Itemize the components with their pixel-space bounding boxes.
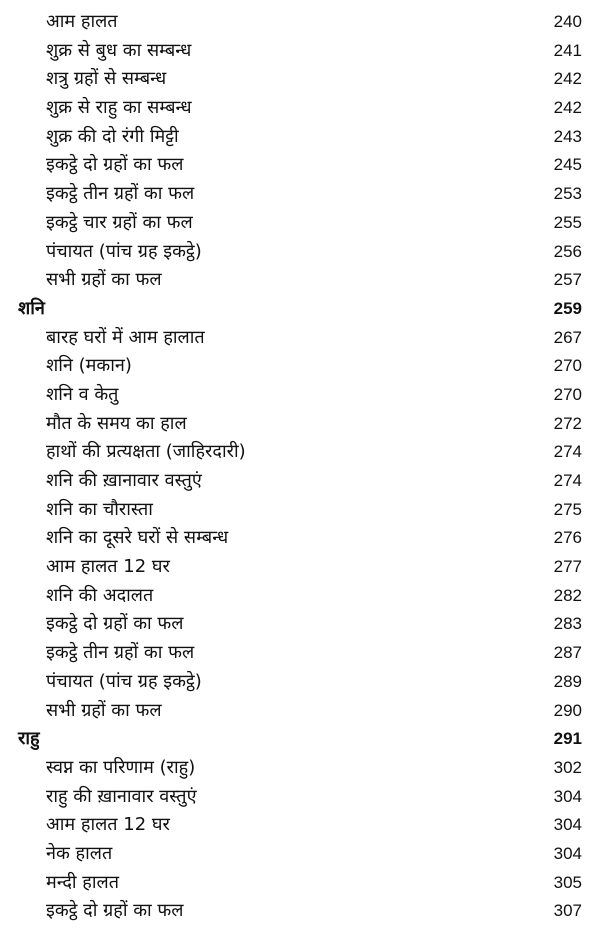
toc-page-number: 240 <box>553 12 582 31</box>
toc-page-number: 274 <box>553 442 582 462</box>
toc-entry: शुक्र से राहु का सम्बन्ध 242 <box>0 94 600 123</box>
toc-entry-title: शनि का दूसरे घरों से सम्बन्ध <box>46 527 229 549</box>
toc-entry-title: शनि का चौरास्ता <box>46 498 153 520</box>
toc-entry-title: पंचायत (पांच ग्रह इकट्ठे) <box>46 670 202 692</box>
toc-page-number: 272 <box>553 413 582 433</box>
toc-entry-title: इकट्ठे दो ग्रहों का फल <box>46 613 184 635</box>
toc-page-number: 304 <box>553 843 582 863</box>
toc-entry-title: शनि व केतु <box>46 383 119 405</box>
toc-entry: आम हालत 12 घर 277 <box>0 553 600 582</box>
toc-entry-title: आम हालत 12 घर <box>46 556 170 578</box>
toc-entry: शनि की अदालत 282 <box>0 582 600 611</box>
toc-entry: इकट्ठे दो ग्रहों का फल 283 <box>0 610 600 639</box>
toc-entry-title: इकट्ठे चार ग्रहों का फल <box>46 211 193 233</box>
toc-entry-title: राहु <box>18 728 40 750</box>
toc-page-number: 290 <box>553 700 582 720</box>
toc-page-number: 259 <box>553 298 582 318</box>
toc-entry: इकट्ठे दो ग्रहों का फल 307 <box>0 897 600 926</box>
toc-entry: सभी ग्रहों का फल 257 <box>0 266 600 295</box>
toc-entry: पंचायत (पांच ग्रह इकट्ठे) 289 <box>0 668 600 697</box>
toc-page-number: 287 <box>553 643 582 663</box>
toc-entry-title: मौत के समय का हाल <box>46 412 187 434</box>
toc-entry: पंचायत (पांच ग्रह इकट्ठे) 256 <box>0 238 600 267</box>
toc-chapter-heading: राहु 291 <box>0 725 600 754</box>
toc-entry-title: शत्रु ग्रहों से सम्बन्ध <box>46 68 167 90</box>
toc-entry-title: शुक्र से राहु का सम्बन्ध <box>46 97 192 119</box>
toc-page-number: 291 <box>553 729 582 749</box>
toc-entry: मौत के समय का हाल 272 <box>0 410 600 439</box>
toc-entry-title: आम हालत <box>46 11 118 32</box>
toc-entry-title: मन्दी हालत <box>46 871 119 893</box>
toc-page-number: 270 <box>553 384 582 404</box>
toc-entry: स्वप्न का परिणाम (राहु) 302 <box>0 754 600 783</box>
toc-entry: आम हालत 240 <box>0 8 600 37</box>
toc-entry-title: शनि <box>18 297 45 319</box>
toc-entry-title: इकट्ठे तीन ग्रहों का फल <box>46 642 195 664</box>
toc-page-number: 275 <box>553 499 582 519</box>
toc-entry: शुक्र की दो रंगी मिट्टी 243 <box>0 123 600 152</box>
toc-entry: नेक हालत 304 <box>0 840 600 869</box>
toc-entry: शनि व केतु 270 <box>0 381 600 410</box>
toc-entry-title: स्वप्न का परिणाम (राहु) <box>46 756 196 778</box>
toc-page-number: 245 <box>553 155 582 175</box>
toc-entry-title: सभी ग्रहों का फल <box>46 699 162 721</box>
toc-page-number: 256 <box>553 241 582 261</box>
toc-entry-title: शनि की ख़ानावार वस्तुएं <box>46 470 202 491</box>
toc-entry-title: आम हालत 12 घर <box>46 814 170 836</box>
toc-page-number: 241 <box>553 40 582 60</box>
toc-entry: हाथों की प्रत्यक्षता (जाहिरदारी) 274 <box>0 438 600 467</box>
toc-page-number: 307 <box>553 901 582 921</box>
toc-entry-title: राहु की ख़ानावार वस्तुएं <box>46 785 197 807</box>
toc-entry-title: शुक्र से बुध का सम्बन्ध <box>46 39 192 61</box>
toc-page-number: 242 <box>553 98 582 118</box>
toc-entry: इकट्ठे चार ग्रहों का फल 255 <box>0 209 600 238</box>
toc-page-number: 242 <box>553 69 582 89</box>
toc-page-number: 304 <box>553 815 582 835</box>
toc-page-number: 289 <box>553 671 582 691</box>
toc-entry: राहु की ख़ानावार वस्तुएं 304 <box>0 783 600 812</box>
toc-entry-title: नेक हालत <box>46 842 113 864</box>
toc-page-number: 276 <box>553 528 582 548</box>
toc-entry-title: इकट्ठे तीन ग्रहों का फल <box>46 183 195 205</box>
toc-page-number: 304 <box>553 786 582 806</box>
toc-page-number: 282 <box>553 585 582 605</box>
toc-entry-title: इकट्ठे दो ग्रहों का फल <box>46 154 184 176</box>
toc-page-number: 283 <box>553 614 582 634</box>
toc-entry: इकट्ठे तीन ग्रहों का फल 287 <box>0 639 600 668</box>
toc-entry: शनि की ख़ानावार वस्तुएं 274 <box>0 467 600 496</box>
toc-entry-title: शुक्र की दो रंगी मिट्टी <box>46 125 179 147</box>
toc-page-number: 274 <box>553 471 582 490</box>
toc-entry: सभी ग्रहों का फल 290 <box>0 697 600 726</box>
toc-page-number: 305 <box>553 872 582 892</box>
toc-entry: इकट्ठे तीन ग्रहों का फल 253 <box>0 180 600 209</box>
toc-entry: शुक्र से बुध का सम्बन्ध 241 <box>0 37 600 66</box>
toc-page-number: 270 <box>553 356 582 376</box>
toc-chapter-heading: शनि 259 <box>0 295 600 324</box>
toc-entry: इकट्ठे दो ग्रहों का फल 245 <box>0 151 600 180</box>
toc-entry-title: शनि (मकान) <box>46 355 132 377</box>
toc-entry: शनि का चौरास्ता 275 <box>0 496 600 525</box>
toc-page-number: 253 <box>553 184 582 204</box>
toc-page-number: 267 <box>553 327 582 347</box>
toc-entry-title: बारह घरों में आम हालात <box>46 326 205 348</box>
toc-page-number: 257 <box>553 270 582 290</box>
toc-entry: शनि (मकान) 270 <box>0 352 600 381</box>
toc-entry: शत्रु ग्रहों से सम्बन्ध 242 <box>0 65 600 94</box>
toc-page-number: 255 <box>553 212 582 232</box>
toc-entry-title: पंचायत (पांच ग्रह इकट्ठे) <box>46 240 202 262</box>
toc-entry-title: इकट्ठे दो ग्रहों का फल <box>46 900 184 922</box>
toc-entry: शनि का दूसरे घरों से सम्बन्ध 276 <box>0 524 600 553</box>
toc-entry: बारह घरों में आम हालात 267 <box>0 324 600 353</box>
toc-page-number: 302 <box>553 757 582 777</box>
toc-entry: मन्दी हालत 305 <box>0 869 600 898</box>
toc-page-number: 277 <box>553 557 582 577</box>
toc-entry-title: हाथों की प्रत्यक्षता (जाहिरदारी) <box>46 441 246 463</box>
toc-page-number: 243 <box>553 126 582 146</box>
toc-entry-title: शनि की अदालत <box>46 584 154 606</box>
table-of-contents: आम हालत 240 शुक्र से बुध का सम्बन्ध 241 शत्र… <box>0 8 600 926</box>
toc-entry: आम हालत 12 घर 304 <box>0 811 600 840</box>
toc-entry-title: सभी ग्रहों का फल <box>46 269 162 291</box>
